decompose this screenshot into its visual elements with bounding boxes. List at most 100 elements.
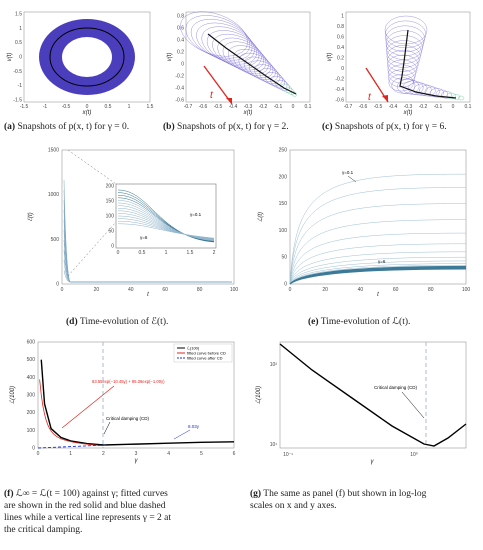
x-axis-label: t [147, 292, 149, 298]
legend [173, 343, 233, 363]
y-axis-label: ℰ(t) [27, 212, 34, 221]
y-axis-label: ℒ(100) [9, 386, 16, 404]
y-tick: 50 [281, 255, 287, 261]
y-tick: 0 [19, 55, 22, 61]
y-tick: 0.6 [337, 35, 344, 41]
y-tick: 150 [106, 199, 115, 205]
y-tick: 0 [56, 282, 59, 288]
length-curve [289, 263, 467, 285]
plot-frame [185, 11, 311, 103]
caption-text: ℒ∞ = ℒ(t = 100) against γ; fitted curves [15, 489, 168, 499]
x-tick: -0.6 [359, 104, 368, 110]
critical-arrow [401, 391, 425, 419]
x-tick: 0 [86, 104, 89, 110]
x-tick: -1 [43, 104, 48, 110]
length-curve [289, 173, 467, 285]
time-arrow [203, 65, 233, 105]
density-contour [291, 91, 297, 97]
density-contour [275, 79, 290, 92]
inset-curve [117, 218, 215, 239]
x-tick: -0.7 [344, 104, 353, 110]
plot-frame [279, 341, 467, 449]
y-tick: 0.6 [177, 26, 184, 32]
fit-before-cd [39, 379, 104, 447]
y-tick: 100 [106, 214, 115, 220]
x-tick: 0 [292, 104, 295, 110]
x-tick: 20 [94, 287, 100, 293]
density-contour [264, 72, 285, 88]
x-tick: -0.5 [374, 104, 383, 110]
y-tick: 10¹ [270, 442, 278, 448]
y-tick: 250 [279, 148, 288, 154]
y-axis-label: v(t) [167, 53, 173, 62]
red-fit-arrow [61, 385, 115, 429]
y-tick: 0.4 [177, 38, 184, 44]
y-tick: 50 [108, 229, 114, 235]
caption-label: (g) [250, 489, 262, 499]
series-line [40, 359, 235, 446]
y-tick: 200 [106, 184, 115, 190]
y-axis-label: v(t) [327, 53, 333, 62]
arrow-head [226, 98, 232, 104]
x-tick: 0 [37, 451, 40, 457]
y-tick: 150 [279, 201, 288, 207]
y-axis-label: v(t) [7, 53, 13, 62]
y-tick: 0 [181, 62, 184, 68]
mean-trajectory [399, 29, 457, 99]
caption-text: The same as panel (f) but shown in log-l… [263, 489, 427, 499]
y-tick: -0.2 [335, 77, 344, 83]
blue-fit-arrow [173, 429, 191, 440]
legend-item: fitted curve before CD [187, 351, 226, 356]
x-axis-label: γ [371, 459, 375, 465]
panel-f: 0 1 2 3 4 5 6 600 500 400 300 200 100 0 ℒ(100) fitted… [4, 338, 240, 466]
loglog-curve [279, 343, 467, 447]
y-tick: 200 [279, 174, 288, 180]
panel-g-chart: Critical damping (CD) 10⁻¹ 10⁰ 10² 10¹ γ… [255, 341, 467, 465]
caption-text: Time-evolution of ℰ(t). [79, 317, 169, 327]
x-tick: 100 [462, 287, 471, 293]
length-curve [289, 256, 467, 285]
x-tick: 3 [135, 451, 138, 457]
x-tick: 10⁻¹ [283, 452, 293, 458]
length-curve [289, 187, 467, 285]
x-tick: 4 [167, 451, 170, 457]
y-tick: 1 [341, 14, 344, 20]
blue-fit-label: 8.03γ [188, 424, 200, 429]
density-contour [446, 92, 457, 100]
length-curve [289, 219, 467, 285]
legend-item: ℒ(100) [187, 346, 200, 351]
panel-b: t -0.7 -0.6 -0.5 -0.4 -0.3 -0.2 -0.1 0 0.1 0.8 0.6… [166, 6, 316, 116]
zoom-line [67, 149, 117, 185]
plot-frame [289, 149, 467, 285]
panel-g: Critical damping (CD) 10⁻¹ 10⁰ 10² 10¹ γ… [252, 338, 474, 466]
density-contour [387, 54, 419, 76]
caption-a: (a) Snapshots of p(x, t) for γ = 0. [4, 121, 164, 133]
x-tick: -0.5 [62, 104, 71, 110]
caption-d: (d) Time-evolution of ℰ(t). [66, 316, 246, 328]
panel-c: t -0.7 -0.6 -0.5 -0.4 -0.3 -0.2 -0.1 0 0.1 1 0.8 0.… [326, 6, 476, 116]
y-tick: -1 [18, 83, 23, 89]
length-curve [289, 260, 467, 285]
y-tick: 100 [279, 228, 288, 234]
x-tick: -1.5 [20, 104, 29, 110]
x-tick: 1.5 [187, 250, 194, 256]
density-contour [452, 94, 461, 100]
x-tick: 80 [197, 287, 203, 293]
x-tick: -0.2 [259, 104, 268, 110]
x-tick: 40 [128, 287, 134, 293]
y-tick: 100 [27, 428, 36, 434]
y-tick: 10² [270, 362, 278, 368]
caption-text: scales on x and y axes. [250, 501, 337, 511]
panel-e: 0 20 40 60 80 100 250 200 150 100 50 0 γ=0.1 γ=6 t … [252, 142, 474, 302]
x-tick: -0.7 [184, 104, 193, 110]
x-tick: 10⁰ [410, 452, 418, 458]
y-tick: -1.5 [13, 98, 22, 104]
y-tick: 200 [27, 410, 36, 416]
density-contour [180, 11, 248, 57]
y-tick: 0 [32, 446, 35, 452]
arrow-label: t [210, 90, 214, 101]
x-tick: 60 [393, 287, 399, 293]
x-tick: 0 [289, 287, 292, 293]
arrow-label: t [368, 92, 372, 103]
